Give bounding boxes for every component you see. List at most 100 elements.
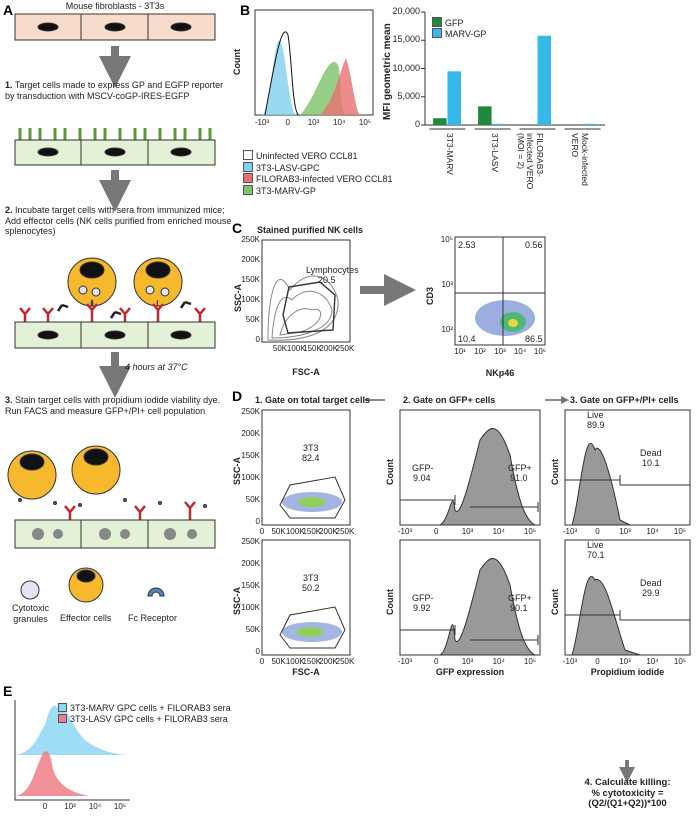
legend-swatch [243,150,253,160]
x-tick-label: 10⁵ [673,657,687,666]
step: 1. Target cells made to express GP and E… [5,80,235,101]
x-tick-label: 150K [302,657,322,666]
legend: Uninfected VERO CCL81 3T3-LASV-GPC FILORAB… [243,150,393,196]
x-tick-label: 100K [286,344,306,353]
x-tick-label: 10² [474,347,486,356]
x-tick-label: 50K [271,657,286,666]
x-tick-label: 10³ [619,527,631,536]
step-text: Target cells made to express GP and EGFP… [5,80,224,101]
gate-label: 3T3 [303,443,319,453]
x-axis-label: FSC-A [292,667,320,677]
bar [478,106,492,125]
gate-label: Dead [640,578,662,588]
x-tick-label: -10³ [562,657,578,666]
y-tick-label: 200K [241,255,260,264]
legend-label: Fc Receptor [128,613,178,623]
panel-c-shapes [261,236,546,346]
y-tick-label: 250K [241,537,260,546]
x-tick-label: 10⁴ [513,347,527,356]
bar [492,123,506,125]
legend-label: Effector cells [60,613,112,623]
panel-label: E [3,683,13,699]
gate-label: 70.1 [587,550,605,560]
cell-title: Mouse fibroblasts - 3T3s [65,1,165,11]
x-tick-label: 10⁴ [492,657,505,666]
bar [537,35,551,126]
x-tick-label: 10⁴ [646,657,659,666]
x-tick-label: 10⁵ [113,802,127,811]
legend-label: Cytotoxic granules [11,603,49,624]
legend-label: 3T3-MARV GPC cells + FILORAB3 sera [70,703,231,713]
y-tick-label: 0 [255,647,260,656]
x-tick-label: 250K [335,657,355,666]
calc-line: 4. Calculate killing: [584,777,671,788]
legend-item: MARV-GP [432,28,486,40]
y-tick-label: 100K [241,295,260,304]
y-tick-label: 10,000 [392,62,420,73]
gate-label: GFP+ [508,463,532,473]
legend-label: MARV-GP [445,29,487,39]
y-tick-label: 50K [245,625,260,634]
y-tick-label: 0 [255,517,260,526]
y-axis-label: Count [550,589,560,615]
legend-swatch [243,173,253,183]
x-tick-label: 10³ [619,657,631,666]
x-tick-label: 200K [319,344,339,353]
legend-swatch [58,713,67,723]
step: 3. Stain target cells with propidium iod… [5,395,235,416]
legend-swatch [432,17,442,27]
panel-label: D [232,388,243,404]
x-tick-label: 0 [595,527,600,536]
incubation: 4 hours at 37°C [125,362,188,372]
x-tick-label: 100K [285,527,305,536]
legend-item: FILORAB3-infected VERO CCL81 [243,173,393,185]
legend-swatch [243,184,253,195]
step-number: 2. [5,205,13,215]
x-axis-label: Propidium iodide [590,667,665,677]
bar-chart [421,11,605,130]
gate-label: GFP- [412,593,434,603]
y-tick-label: 200K [241,429,260,438]
quadrant-value: 86.5 [525,334,543,344]
panel-e-shapes [14,700,130,801]
gate-label: 91.0 [510,473,528,483]
panel-label: A [3,2,14,18]
y-tick-label: 50K [245,495,260,504]
calc-line: % cytotoxicity = [591,787,664,799]
x-tick-label: 10⁵ [523,657,537,666]
x-axis-label: FSC-A [292,367,320,377]
legend-label: 3T3-MARV-GP [256,185,316,196]
x-tick-label: 100K [285,657,305,666]
quadrant-value: 2.53 [458,240,476,250]
x-tick-label: 250K [335,344,355,353]
x-tick-label: 250K [335,527,355,536]
calculation: 4. Calculate killing:% cytotoxicity = (Q2… [560,777,695,810]
legend-item: Uninfected VERO CCL81 [243,150,393,162]
step-header: 2. Gate on GFP+ cells [403,395,496,405]
x-tick-label: 0 [595,657,600,666]
x-tick-label: 10¹ [454,347,466,356]
gate-label: GFP+ [508,593,532,603]
legend-label: 3T3-LASV-GPC [256,162,320,173]
y-tick-label: 100K [241,473,260,482]
gate-label: 82.4 [302,453,320,463]
gate-label: Live [587,410,604,420]
gate-label: 90.1 [510,603,528,613]
x-tick-label: 3T3-MARV [444,133,455,175]
panel-title: Stained purified NK cells [257,225,364,235]
y-tick-label: 10³ [441,280,453,289]
step-text: Stain target cells with propidium iodide… [5,395,221,416]
x-tick-label: 10⁵ [533,347,547,356]
x-tick-label: 10⁵ [673,527,687,536]
gate-label: Dead [640,448,662,458]
x-tick-label: -10³ [397,527,413,536]
y-tick-label: 200K [241,559,260,568]
y-axis-label: Count [385,459,395,485]
x-tick-label: 3T3-LASV [489,133,500,173]
legend-item: GFP [432,17,464,29]
y-tick-label: 10² [441,325,453,334]
legend-item: 3T3-LASV GPC cells + FILORAB3 sera [58,713,231,725]
y-tick-label: 150K [241,581,260,590]
x-tick-label: -10³ [562,527,578,536]
quadrant-value: 0.56 [525,240,543,250]
